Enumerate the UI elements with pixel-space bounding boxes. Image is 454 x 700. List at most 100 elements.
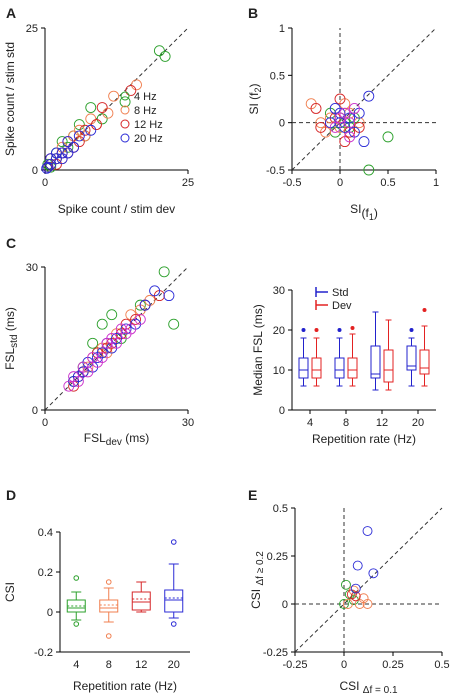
data-point-12hz xyxy=(96,102,108,113)
x-tick-label: 0 xyxy=(42,177,48,189)
y-tick-label: 0 xyxy=(32,405,38,417)
y-axis-label-A: Spike count / stim std xyxy=(3,42,17,156)
box xyxy=(131,591,151,611)
data-point-20hz xyxy=(85,124,97,136)
y-tick-label: 0 xyxy=(47,607,53,619)
y-tick-label: 0.4 xyxy=(38,527,53,539)
data-point-4hz xyxy=(168,318,180,330)
box-dev xyxy=(311,357,322,379)
box-dev xyxy=(347,357,358,379)
data-point-8hz xyxy=(85,113,97,125)
data-point-unlabeled xyxy=(106,333,118,344)
legend-marker xyxy=(120,119,130,129)
y-tick-label: 10 xyxy=(273,365,285,377)
data-point-unlabeled xyxy=(77,361,89,373)
data-point-8hz xyxy=(354,599,365,609)
data-point-4hz xyxy=(159,50,171,62)
x-axis-label-C1: FSLdev (ms) xyxy=(84,431,149,448)
legend-marker xyxy=(120,91,130,101)
data-point-8hz xyxy=(79,130,91,142)
data-point-4hz xyxy=(158,266,170,278)
y-tick-label: 0 xyxy=(279,405,285,417)
data-point-unlabeled xyxy=(120,328,132,340)
data-point-20hz xyxy=(56,147,68,159)
x-tick-label: 0.5 xyxy=(434,659,449,671)
data-point-20hz xyxy=(334,107,346,119)
panel-c1: C 0 30 0 30 FSLdev (ms) FSLstd (ms) xyxy=(3,235,194,448)
data-point-4hz xyxy=(73,119,85,131)
y-tick-label: 30 xyxy=(273,285,285,297)
legend-label: 4 Hz xyxy=(134,91,157,103)
box xyxy=(99,599,119,613)
box-outlier xyxy=(73,621,80,627)
identity-line xyxy=(294,507,443,653)
x-axis-label-c2: Repetition rate (Hz) xyxy=(312,432,416,446)
x-tick-label: -0.25 xyxy=(282,659,307,671)
x-tick-label: 0.25 xyxy=(382,659,403,671)
data-point-20hz xyxy=(91,352,103,364)
x-tick-label: 20 xyxy=(412,417,424,429)
data-point-20hz xyxy=(352,560,363,571)
data-point-20hz xyxy=(45,153,57,165)
data-point-unlabeled xyxy=(329,121,341,133)
data-point-8hz xyxy=(68,130,80,142)
y-tick-label: 0.5 xyxy=(273,503,288,515)
box-outlier xyxy=(73,575,80,581)
data-point-20hz xyxy=(139,299,151,311)
data-point-4hz xyxy=(62,141,74,153)
y-tick-label: -0.25 xyxy=(263,647,288,659)
data-point-12hz xyxy=(310,103,322,114)
x-tick-label: 0 xyxy=(337,177,343,189)
data-point-20hz xyxy=(50,147,62,159)
data-point-12hz xyxy=(130,313,142,325)
x-axis-label-d: Repetition rate (Hz) xyxy=(73,679,177,693)
y-tick-label: 0.25 xyxy=(267,551,288,563)
x-tick-label: 12 xyxy=(135,659,147,671)
panel-label-d: D xyxy=(6,487,16,503)
data-point-12hz xyxy=(315,121,327,133)
data-point-20hz xyxy=(73,130,85,142)
data-point-12hz xyxy=(79,124,91,136)
data-point-4hz xyxy=(87,337,99,349)
y-tick-label: 0 xyxy=(32,165,38,177)
data-point-4hz xyxy=(42,158,54,170)
data-point-20hz xyxy=(111,333,122,344)
data-point-12hz xyxy=(350,591,361,602)
legend-label: 12 Hz xyxy=(134,119,163,131)
panel-a: A 0 25 0 25 Spike count / stim dev Spike count… xyxy=(3,5,194,216)
panel-d: D -0.2 0 0.2 0.4 4 8 12 20 Repetition rate (Hz) CS… xyxy=(3,487,190,693)
box-std xyxy=(334,357,345,379)
data-point-20hz xyxy=(163,290,175,302)
x-tick-label: 25 xyxy=(182,177,194,189)
data-point-8hz xyxy=(102,107,114,119)
data-point-8hz xyxy=(73,124,85,136)
identity-line xyxy=(44,27,189,171)
y-tick-label: 0 xyxy=(282,599,288,611)
identity-line xyxy=(291,27,437,171)
box-std xyxy=(406,345,417,371)
box-outlier xyxy=(301,328,306,332)
legend-label: 20 Hz xyxy=(134,133,163,145)
data-point-unlabeled xyxy=(348,103,360,114)
data-point-4hz xyxy=(85,102,97,113)
panel-label-e: E xyxy=(248,487,257,503)
data-point-20hz xyxy=(45,158,57,170)
legend-label: Std xyxy=(332,287,349,299)
box-outlier xyxy=(170,539,177,545)
box-outlier xyxy=(105,633,112,639)
y-tick-label: -0.5 xyxy=(266,165,285,177)
data-point-unlabeled xyxy=(344,131,356,143)
box-outlier xyxy=(314,328,319,332)
data-point-4hz xyxy=(363,164,375,176)
box-std xyxy=(370,345,381,379)
data-point-8hz xyxy=(362,599,373,609)
box-outlier xyxy=(170,621,177,627)
data-point-4hz xyxy=(153,45,165,57)
box-outlier xyxy=(337,328,342,332)
data-point-unlabeled xyxy=(134,313,146,325)
data-point-20hz xyxy=(368,568,379,579)
x-axis-label-B: SI(f1) xyxy=(350,202,378,222)
x-tick-label: 12 xyxy=(376,417,388,429)
panel-label-a: A xyxy=(6,5,16,21)
